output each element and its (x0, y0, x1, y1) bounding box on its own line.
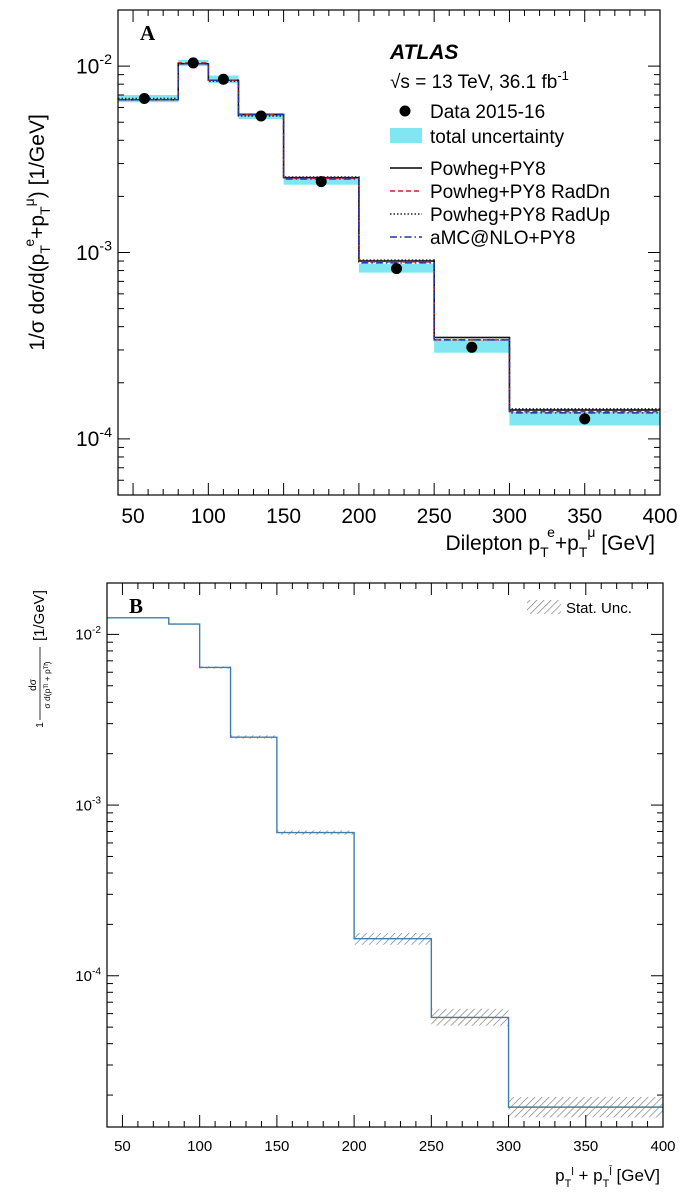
legend-item: total uncertainty (390, 127, 565, 148)
y-label-unit: [1/GeV] (31, 590, 48, 641)
y-tick-label: 10-2 (76, 52, 112, 78)
chart-b-svg: 50 100 150 200 250 300 350 400 10-4 10-3 10-2 Bdσ σ … (28, 582, 676, 1190)
x-tick-label: 200 (341, 505, 376, 528)
x-tick-label: 150 (266, 505, 301, 528)
data-point (138, 93, 150, 105)
x-tick-label: 50 (114, 1138, 131, 1155)
chart-panel-a: 50 100 150 200 250 300 350 400 10-4 10-3 10-2 A 1/σ … (0, 0, 696, 578)
x-tick-label: 350 (573, 1138, 598, 1155)
legend-label: Powheg+PY8 RadDn (430, 182, 610, 203)
y-tick-label: 10-4 (75, 966, 101, 985)
data-point (187, 57, 199, 69)
y-tick-label: 10-2 (75, 625, 101, 644)
y-axis-label: 1/σ dσ/d(pTe+pTμ) [1/GeV] (21, 114, 53, 351)
x-axis-label: Dilepton pTe+pTμ [GeV] (446, 524, 655, 560)
series-line-powheg-py8-radup (118, 62, 660, 410)
plot-area-a (118, 57, 660, 426)
x-tick-label: 300 (496, 1138, 521, 1155)
data-point (391, 263, 403, 275)
legend-item: Powheg+PY8 RadUp (390, 205, 610, 226)
data-point (466, 341, 478, 353)
legend-item: Data 2015-16 (399, 102, 545, 123)
x-tick-label: 100 (187, 1138, 212, 1155)
x-tick-label: 350 (567, 505, 602, 528)
legend-label: Data 2015-16 (430, 102, 545, 123)
data-point (315, 176, 327, 188)
y-axis-label: dσ σ d(pᵀˡ + pᵀˡ̄) 1 [1/GeV] (28, 590, 52, 728)
legend: Stat. Unc. (527, 600, 632, 617)
energy-label: √s = 13 TeV, 36.1 fb-1 (390, 68, 569, 93)
x-tick-label: 250 (417, 505, 452, 528)
data-point (255, 110, 267, 122)
panel-letter: B (129, 594, 143, 618)
legend-swatch (527, 600, 561, 614)
y-label-one: 1 (35, 722, 46, 728)
y-tick-label: 10-3 (75, 796, 101, 815)
y-tick-label: 10-3 (76, 238, 112, 264)
y-label-denominator: σ d(pᵀˡ + pᵀˡ̄) (42, 661, 52, 708)
plot-frame (106, 582, 664, 1128)
legend-label: Powheg+PY8 (430, 159, 546, 180)
legend-item: Powheg+PY8 RadDn (390, 182, 610, 203)
legend-label: Stat. Unc. (566, 600, 632, 617)
x-tick-label: 150 (264, 1138, 289, 1155)
x-tick-label: 300 (492, 505, 527, 528)
x-tick-label: 100 (191, 505, 226, 528)
panel-letter: A (140, 21, 156, 45)
legend-label: Powheg+PY8 RadUp (430, 205, 610, 226)
experiment-label: ATLAS (389, 41, 458, 64)
legend-item: Stat. Unc. (527, 600, 632, 617)
x-tick-label: 50 (121, 505, 144, 528)
legend-label: total uncertainty (430, 127, 565, 148)
x-tick-label: 400 (642, 505, 677, 528)
series-line-powheg-py8 (118, 62, 660, 411)
y-tick-label: 10-4 (76, 425, 112, 451)
legend-marker (399, 105, 411, 117)
x-axis-label: pTl + pTl̄ [GeV] (555, 1165, 660, 1190)
chart-a-svg: 50 100 150 200 250 300 350 400 10-4 10-3 10-2 A 1/σ … (21, 9, 678, 560)
series-line-powheg-py8-raddn (118, 62, 660, 413)
x-tick-label: 250 (419, 1138, 444, 1155)
legend-item: aMC@NLO+PY8 (390, 228, 575, 249)
legend-item: Powheg+PY8 (390, 159, 546, 180)
series-line-amc-nlo-py8 (118, 62, 660, 414)
data-point (217, 73, 229, 85)
plot-area-b (107, 617, 663, 1118)
legend-swatch (390, 128, 422, 143)
data-point (579, 413, 591, 425)
series-line-prediction (107, 617, 663, 1108)
y-label-numerator: dσ (28, 678, 39, 691)
x-tick-label: 400 (650, 1138, 675, 1155)
x-tick-label: 200 (342, 1138, 367, 1155)
legend-label: aMC@NLO+PY8 (430, 228, 575, 249)
